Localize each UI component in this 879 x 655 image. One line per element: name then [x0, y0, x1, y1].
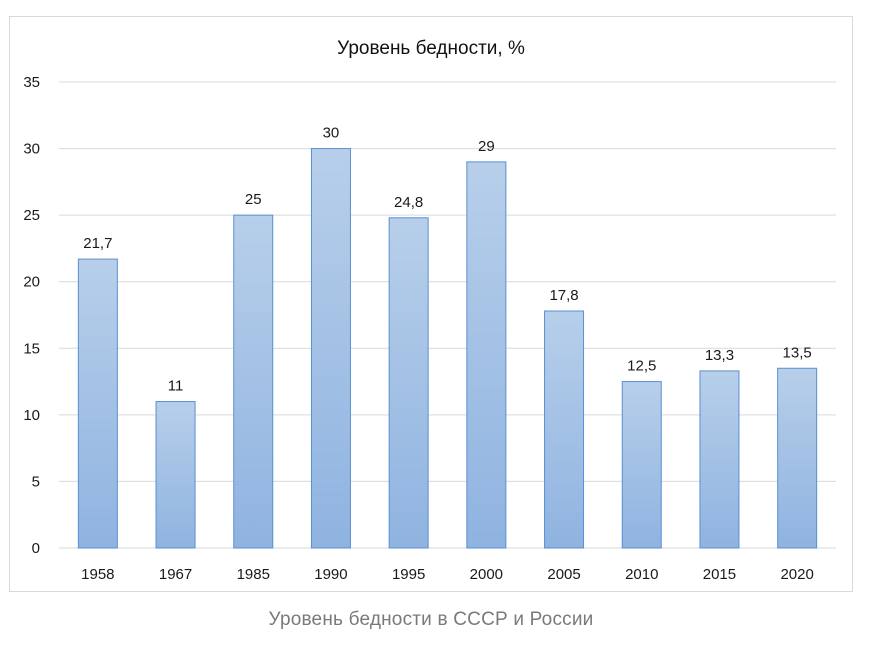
figure-caption: Уровень бедности в СССР и России: [268, 609, 594, 630]
y-tick-label: 5: [32, 473, 40, 490]
x-tick-label-2000: 2000: [470, 566, 503, 583]
bar-1967: [155, 401, 196, 549]
y-tick-label: 30: [23, 141, 40, 158]
bar-2015: [699, 370, 740, 549]
y-tick-label: 25: [23, 207, 40, 224]
data-label-2015: 13,3: [705, 347, 734, 364]
bar-2020: [777, 367, 818, 549]
x-tick-label-1985: 1985: [237, 566, 270, 583]
y-tick-label: 20: [23, 274, 40, 291]
chart-frame: Уровень бедности, % 0 5 10 15 20 25 30 35 21,7 1…: [9, 16, 853, 592]
bar-2000: [466, 161, 507, 549]
bar-1995: [388, 217, 429, 549]
y-tick-label: 15: [23, 340, 40, 357]
data-label-2005: 17,8: [549, 287, 578, 304]
data-labels: 21,7 11 25 30 24,8 29 17,8 12,5 13,3 13,5: [83, 125, 812, 395]
data-label-1995: 24,8: [394, 194, 423, 211]
bars: [77, 148, 818, 549]
x-tick-label-1995: 1995: [392, 566, 425, 583]
x-tick-label-2015: 2015: [703, 566, 736, 583]
x-tick-label-1958: 1958: [81, 566, 114, 583]
data-label-1967: 11: [168, 378, 184, 395]
data-label-2010: 12,5: [627, 358, 656, 375]
y-axis-ticks: 0 5 10 15 20 25 30 35: [23, 74, 40, 557]
bar-1985: [233, 214, 274, 549]
bar-2010: [621, 381, 662, 549]
chart-title: Уровень бедности, %: [337, 38, 525, 59]
x-tick-label-1990: 1990: [314, 566, 347, 583]
bar-chart: Уровень бедности, % 0 5 10 15 20 25 30 35 21,7 1…: [23, 38, 836, 583]
bar-1958: [77, 258, 118, 549]
data-label-2020: 13,5: [783, 344, 812, 361]
bar-1990: [310, 148, 351, 549]
data-label-1990: 30: [323, 125, 340, 142]
y-tick-label: 35: [23, 74, 40, 91]
data-label-2000: 29: [478, 138, 495, 155]
x-tick-label-2005: 2005: [547, 566, 580, 583]
x-tick-label-1967: 1967: [159, 566, 192, 583]
x-tick-label-2010: 2010: [625, 566, 658, 583]
x-axis-ticks: 1958 1967 1985 1990 1995 2000 2005 2010 2015 2020: [81, 566, 814, 583]
bar-2005: [544, 310, 585, 549]
data-label-1985: 25: [245, 191, 262, 208]
y-tick-label: 0: [32, 540, 40, 557]
data-label-1958: 21,7: [83, 235, 112, 252]
x-tick-label-2020: 2020: [780, 566, 813, 583]
y-tick-label: 10: [23, 407, 40, 424]
